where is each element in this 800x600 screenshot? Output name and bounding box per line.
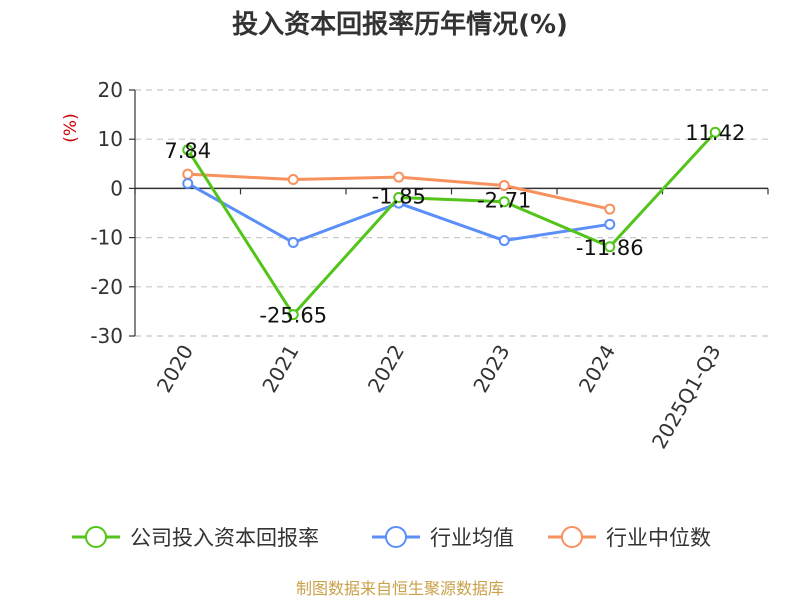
- y-tick-label: 10: [98, 127, 123, 151]
- legend-item[interactable]: 公司投入资本回报率: [72, 526, 319, 550]
- data-point: [498, 235, 510, 247]
- x-tick-label: 2025Q1-Q3: [647, 341, 726, 453]
- x-tick-label: 2022: [363, 341, 409, 397]
- data-point: [182, 177, 194, 189]
- legend-marker: [561, 526, 583, 548]
- y-tick-label: 20: [98, 78, 123, 102]
- data-point: [709, 126, 721, 138]
- series-0: [182, 126, 721, 321]
- series-layer: [182, 126, 721, 321]
- chart-title: 投入资本回报率历年情况(%): [232, 9, 568, 40]
- legend-label: 行业均值: [430, 526, 514, 550]
- data-point: [604, 241, 616, 253]
- data-label: -11.86: [576, 236, 644, 260]
- data-label: 11.42: [685, 121, 745, 145]
- x-tick-label: 2024: [574, 341, 620, 397]
- y-tick-label: -10: [90, 226, 123, 250]
- data-label-layer: 7.84 -25.65 -1.85 -2.71 -11.86 11.42: [164, 121, 745, 327]
- data-point: [182, 144, 194, 156]
- data-label: -1.85: [372, 185, 426, 209]
- x-tick-label: 2021: [257, 341, 303, 397]
- x-tick-label: 2020: [152, 341, 198, 397]
- x-tick-label: 2023: [468, 341, 514, 397]
- data-point: [498, 179, 510, 191]
- data-point: [393, 171, 405, 183]
- legend-label: 公司投入资本回报率: [130, 526, 319, 550]
- data-label: 7.84: [164, 139, 211, 163]
- axis-layer: 20 10 0 -10 -20 -30 2020 2021 2022 2023 2024 2025Q1…: [90, 78, 769, 453]
- source-footnote: 制图数据来自恒生聚源数据库: [296, 579, 504, 598]
- data-point: [287, 174, 299, 186]
- series-2: [182, 168, 616, 215]
- legend-marker: [385, 526, 407, 548]
- series-line: [186, 131, 717, 317]
- data-point: [498, 196, 510, 208]
- data-label: -25.65: [259, 304, 327, 328]
- legend-label: 行业中位数: [606, 526, 711, 550]
- data-point: [604, 218, 616, 230]
- data-point: [287, 309, 299, 321]
- legend-marker: [85, 526, 107, 548]
- data-point: [287, 237, 299, 249]
- data-point: [604, 203, 616, 215]
- legend-item[interactable]: 行业均值: [372, 526, 514, 550]
- data-point: [182, 168, 194, 180]
- legend-item[interactable]: 行业中位数: [548, 526, 711, 550]
- y-tick-label: -20: [90, 275, 123, 299]
- y-axis-unit: (%): [61, 113, 81, 142]
- legend: 公司投入资本回报率 行业均值 行业中位数: [72, 526, 711, 550]
- y-tick-label: -30: [90, 324, 123, 348]
- y-tick-label: 0: [110, 176, 123, 200]
- data-label: -2.71: [477, 189, 531, 213]
- data-point: [393, 192, 405, 204]
